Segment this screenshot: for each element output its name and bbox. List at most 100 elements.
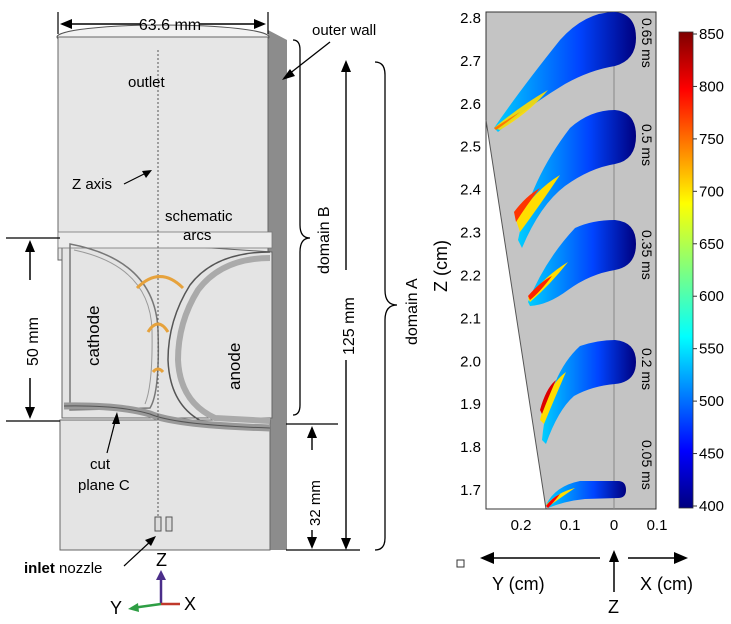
dim125-arrowhead-up bbox=[341, 60, 351, 72]
cut-plane-label-2: plane C bbox=[78, 477, 130, 494]
cathode-electrode-edge bbox=[69, 243, 160, 411]
domain-b-brace bbox=[292, 39, 311, 416]
arc-middle bbox=[146, 322, 170, 333]
colorbar-tick-label: 450 bbox=[699, 446, 724, 463]
plume-065ms bbox=[494, 12, 636, 132]
small-square bbox=[456, 559, 465, 568]
nozzle-left bbox=[154, 516, 162, 532]
y-direction-arrowhead bbox=[480, 552, 494, 564]
z-tick-label: 2.3 bbox=[460, 225, 481, 242]
anode-tube bbox=[174, 255, 271, 424]
z-direction-label: Z bbox=[608, 597, 619, 617]
triad-y-label: Y bbox=[110, 598, 122, 618]
width-label: 63.6 mm bbox=[139, 17, 201, 34]
y-direction-label: Y (cm) bbox=[492, 574, 545, 594]
dim32-label: 32 mm bbox=[307, 480, 324, 526]
colorbar-tick-label: 400 bbox=[699, 498, 724, 515]
inlet-pointer bbox=[123, 539, 153, 567]
z-tick-label: 2.4 bbox=[460, 182, 481, 199]
z-tick-label: 2.7 bbox=[460, 53, 481, 70]
z-direction-arrowhead bbox=[609, 550, 619, 562]
outer-wall-arrowhead bbox=[282, 69, 295, 80]
z-tick-labels: 1.7 1.8 1.9 2.0 2.1 2.2 2.3 2.4 2.5 2.6 2.7 2.8 bbox=[460, 10, 481, 499]
colorbar-tick-label: 600 bbox=[699, 288, 724, 305]
triad-y-arrowhead bbox=[128, 603, 139, 612]
dim32-arrowhead-up bbox=[307, 426, 317, 438]
cathode-inner-edge bbox=[73, 249, 153, 405]
x-direction-arrowhead bbox=[674, 552, 688, 564]
outlet-label: outlet bbox=[128, 74, 166, 91]
domain-boundary bbox=[485, 119, 547, 510]
arcs-label-2: arcs bbox=[183, 227, 211, 244]
outer-wall-label: outer wall bbox=[312, 22, 376, 39]
domain-b-label: domain B bbox=[316, 206, 333, 274]
schematic: 63.6 mm outer wall outlet Z axis schemat… bbox=[6, 12, 421, 618]
cut-plane-edge bbox=[63, 405, 271, 429]
cathode-label: cathode bbox=[84, 306, 103, 367]
z-axis-arrowhead bbox=[142, 170, 152, 178]
time-label-02: 0.2 ms bbox=[639, 348, 655, 390]
plume-05ms bbox=[514, 110, 636, 248]
width-arrowhead-right bbox=[254, 19, 266, 29]
cut-plane-label-1: cut bbox=[90, 456, 111, 473]
outer-wall-side bbox=[268, 30, 287, 550]
triad-x-label: X bbox=[184, 594, 196, 614]
nozzle-right bbox=[165, 516, 173, 532]
z-tick-label: 2.6 bbox=[460, 96, 481, 113]
x-tick-label-3: 0.1 bbox=[647, 517, 668, 534]
domain-a-label: domain A bbox=[404, 278, 421, 345]
z-tick-label: 2.5 bbox=[460, 139, 481, 156]
colorbar bbox=[678, 31, 694, 509]
x-tick-label-0: 0.2 bbox=[511, 517, 532, 534]
arc-bottom bbox=[151, 367, 165, 374]
colorbar-tick-label: 850 bbox=[699, 26, 724, 43]
x-direction-label: X (cm) bbox=[640, 574, 693, 594]
colorbar-tick-label: 800 bbox=[699, 78, 724, 95]
time-label-035: 0.35 ms bbox=[639, 230, 655, 280]
time-label-005: 0.05 ms bbox=[639, 440, 655, 490]
plot-frame bbox=[485, 11, 657, 510]
plume-02ms bbox=[540, 340, 636, 444]
plume-005ms bbox=[546, 481, 626, 508]
cut-plane-arrowhead bbox=[112, 412, 120, 424]
plume-035ms bbox=[528, 220, 636, 306]
z-axis-title: Z (cm) bbox=[431, 240, 451, 292]
z-tick-label: 1.8 bbox=[460, 439, 481, 456]
dim125-arrowhead-down bbox=[341, 538, 351, 550]
triad-z-label: Z bbox=[156, 550, 167, 570]
colorbar-tick-label: 750 bbox=[699, 131, 724, 148]
colorbar-tick-label: 500 bbox=[699, 393, 724, 410]
arcs-label-1: schematic bbox=[165, 208, 233, 225]
triad-z-arrowhead bbox=[156, 570, 166, 580]
x-tick-label-2: 0 bbox=[610, 517, 618, 534]
z-tick-label: 2.0 bbox=[460, 353, 481, 370]
arc-top bbox=[135, 275, 185, 290]
upper-body bbox=[57, 36, 269, 261]
dim125-label: 125 mm bbox=[341, 297, 358, 355]
colorbar-tick-label: 650 bbox=[699, 236, 724, 253]
colorbar-tick-label: 700 bbox=[699, 183, 724, 200]
width-arrowhead-left bbox=[60, 19, 72, 29]
colorbar-tick-label: 550 bbox=[699, 341, 724, 358]
z-axis-label: Z axis bbox=[72, 176, 112, 193]
anode-label: anode bbox=[225, 343, 244, 390]
colorbar-ticks: 850 800 750 700 650 600 550 500 450 400 bbox=[693, 26, 724, 515]
inlet-label-bold: inlet bbox=[24, 560, 55, 577]
z-tick-label: 2.1 bbox=[460, 310, 481, 327]
time-label-05: 0.5 ms bbox=[639, 124, 655, 166]
z-tick-label: 2.8 bbox=[460, 10, 481, 27]
z-tick-label: 2.2 bbox=[460, 267, 481, 284]
temperature-plot: 1.7 1.8 1.9 2.0 2.1 2.2 2.3 2.4 2.5 2.6 2.7 2.8 Z (… bbox=[431, 10, 724, 617]
time-label-065: 0.65 ms bbox=[639, 18, 655, 68]
x-tick-label-1: 0.1 bbox=[560, 517, 581, 534]
dim50-arrowhead-up bbox=[25, 240, 35, 252]
anode-outer-edge bbox=[167, 251, 271, 429]
inlet-label: inlet nozzle bbox=[24, 560, 102, 577]
dim50-arrowhead-down bbox=[25, 407, 35, 419]
dim32-arrowhead-down bbox=[307, 537, 317, 549]
domain-a-brace bbox=[374, 61, 398, 551]
dim50-label: 50 mm bbox=[25, 317, 42, 366]
z-tick-label: 1.9 bbox=[460, 396, 481, 413]
inlet-label-rest: nozzle bbox=[55, 560, 103, 577]
